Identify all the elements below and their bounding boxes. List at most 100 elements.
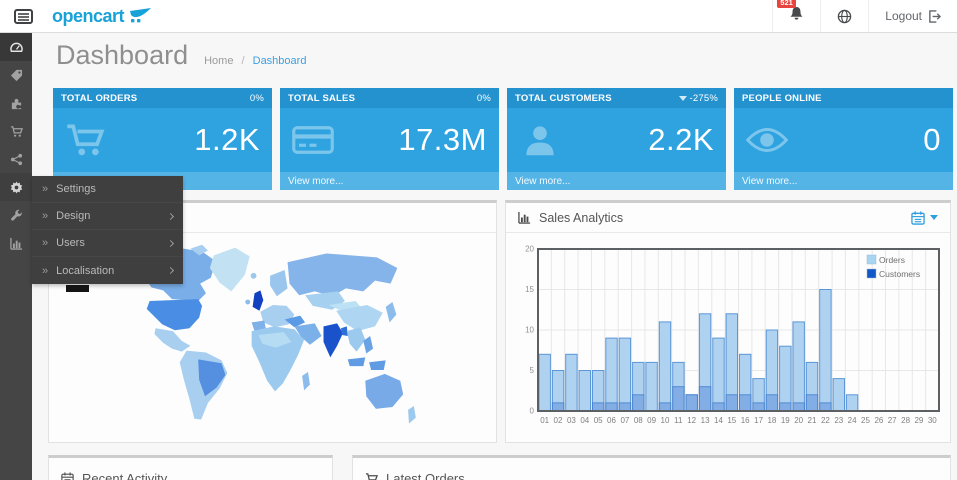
shopping-cart-icon [67, 124, 105, 156]
double-chevron-icon: » [42, 264, 49, 277]
breadcrumb-current[interactable]: Dashboard [252, 55, 307, 67]
sidebar-collapse-button[interactable] [0, 0, 46, 32]
credit-card-icon [292, 126, 334, 154]
submenu-item-label: Users [56, 237, 85, 249]
stat-tile-total-sales: TOTAL SALES 0% 17.3M View more... [280, 88, 499, 190]
tag-icon [10, 69, 22, 81]
svg-text:09: 09 [647, 416, 656, 425]
stores-button[interactable] [820, 0, 868, 32]
chevron-right-icon [166, 212, 175, 220]
cart-icon [10, 125, 23, 137]
opencart-logo[interactable]: opencart [46, 0, 158, 32]
tile-header: TOTAL ORDERS 0% [53, 88, 272, 108]
sidebar-item-sales[interactable] [0, 117, 32, 145]
stat-tile-people-online: PEOPLE ONLINE 0 View more... [734, 88, 953, 190]
sidebar-item-tools[interactable] [0, 201, 32, 229]
breadcrumb-separator: / [241, 55, 245, 67]
submenu-item-design[interactable]: » Design [32, 203, 183, 230]
svg-text:20: 20 [794, 416, 803, 425]
double-chevron-icon: » [42, 210, 49, 222]
latest-orders-header: Latest Orders [353, 458, 950, 480]
tile-view-more-link[interactable]: View more... [280, 172, 499, 190]
latest-orders-panel: Latest Orders [352, 455, 951, 480]
flyout-shadow-notch [66, 285, 89, 292]
tile-body: 0 [734, 108, 953, 172]
sidebar-item-system[interactable] [0, 173, 32, 201]
world-map-panel-header [49, 203, 496, 233]
bell-icon [790, 6, 803, 20]
recent-activity-title: Recent Activity [82, 470, 168, 480]
latest-orders-title: Latest Orders [386, 470, 465, 480]
stat-tile-total-customers: TOTAL CUSTOMERS -275% 2.2K View more... [507, 88, 726, 190]
svg-text:14: 14 [714, 416, 723, 425]
breadcrumb: Home / Dashboard [204, 55, 306, 67]
tile-view-more-link[interactable]: View more... [734, 172, 953, 190]
svg-text:24: 24 [848, 416, 857, 425]
page-heading: Dashboard Home / Dashboard [56, 40, 306, 71]
svg-text:29: 29 [914, 416, 923, 425]
sidebar-nav [0, 33, 32, 480]
submenu-item-settings[interactable]: » Settings [32, 176, 183, 203]
svg-text:25: 25 [861, 416, 870, 425]
svg-text:02: 02 [554, 416, 563, 425]
chart-range-button[interactable] [911, 210, 938, 225]
submenu-item-localisation[interactable]: » Localisation [32, 257, 183, 284]
svg-text:05: 05 [594, 416, 603, 425]
svg-text:07: 07 [620, 416, 629, 425]
eye-icon [746, 128, 788, 152]
recent-activity-panel: Recent Activity [48, 455, 333, 480]
chevron-down-icon [930, 215, 938, 220]
tile-title: TOTAL CUSTOMERS [515, 92, 612, 104]
wrench-icon [10, 209, 22, 221]
svg-text:28: 28 [901, 416, 910, 425]
tile-view-more-link[interactable]: View more... [507, 172, 726, 190]
sidebar-item-dashboard[interactable] [0, 33, 32, 61]
tile-body: 2.2K [507, 108, 726, 172]
svg-text:21: 21 [808, 416, 817, 425]
breadcrumb-home[interactable]: Home [204, 55, 234, 67]
tile-percent: -275% [678, 93, 718, 104]
hamburger-menu-icon [13, 8, 33, 24]
svg-text:13: 13 [701, 416, 710, 425]
submenu-item-users[interactable]: » Users [32, 230, 183, 257]
analytics-bar-chart-icon [518, 211, 531, 224]
gear-icon [10, 180, 22, 194]
tile-title: TOTAL SALES [288, 92, 356, 104]
svg-text:04: 04 [580, 416, 589, 425]
submenu-item-label: Localisation [56, 264, 115, 277]
sidebar-item-marketing[interactable] [0, 145, 32, 173]
header-actions: 521 Logout [772, 0, 957, 32]
tile-value: 0 [923, 122, 941, 157]
logout-icon [929, 9, 941, 23]
submenu-item-label: Settings [56, 183, 96, 195]
tile-header: TOTAL CUSTOMERS -275% [507, 88, 726, 108]
sidebar-item-reports[interactable] [0, 229, 32, 257]
sales-analytics-panel: Sales Analytics 0 5 10 15 20 01 02 03 04 05 06 07 08… [505, 200, 951, 443]
cart-icon [365, 472, 378, 480]
trend-down-icon [678, 95, 687, 101]
notification-count-badge: 521 [777, 0, 796, 8]
logo-text: opencart [52, 5, 125, 26]
sales-analytics-header: Sales Analytics [506, 203, 950, 233]
tile-header: TOTAL SALES 0% [280, 88, 499, 108]
svg-text:Customers: Customers [879, 269, 920, 279]
logout-button[interactable]: Logout [868, 0, 957, 32]
chevron-right-icon [166, 239, 175, 247]
top-header-bar: opencart 521 Logout [0, 0, 957, 33]
page-title: Dashboard [56, 40, 189, 70]
notifications-button[interactable]: 521 [772, 0, 820, 32]
recent-activity-header: Recent Activity [49, 458, 332, 480]
dashboard-speedometer-icon [9, 42, 23, 52]
tile-title: TOTAL ORDERS [61, 92, 138, 104]
sidebar-item-extensions[interactable] [0, 89, 32, 117]
person-icon [526, 126, 554, 156]
globe-icon [838, 9, 852, 23]
svg-text:08: 08 [634, 416, 643, 425]
sidebar-item-catalog[interactable] [0, 61, 32, 89]
sales-analytics-chart: 0 5 10 15 20 01 02 03 04 05 06 07 08 09 10 11 12 13 14 15 16… [506, 233, 950, 439]
tile-header: PEOPLE ONLINE [734, 88, 953, 108]
svg-text:11: 11 [674, 416, 683, 425]
